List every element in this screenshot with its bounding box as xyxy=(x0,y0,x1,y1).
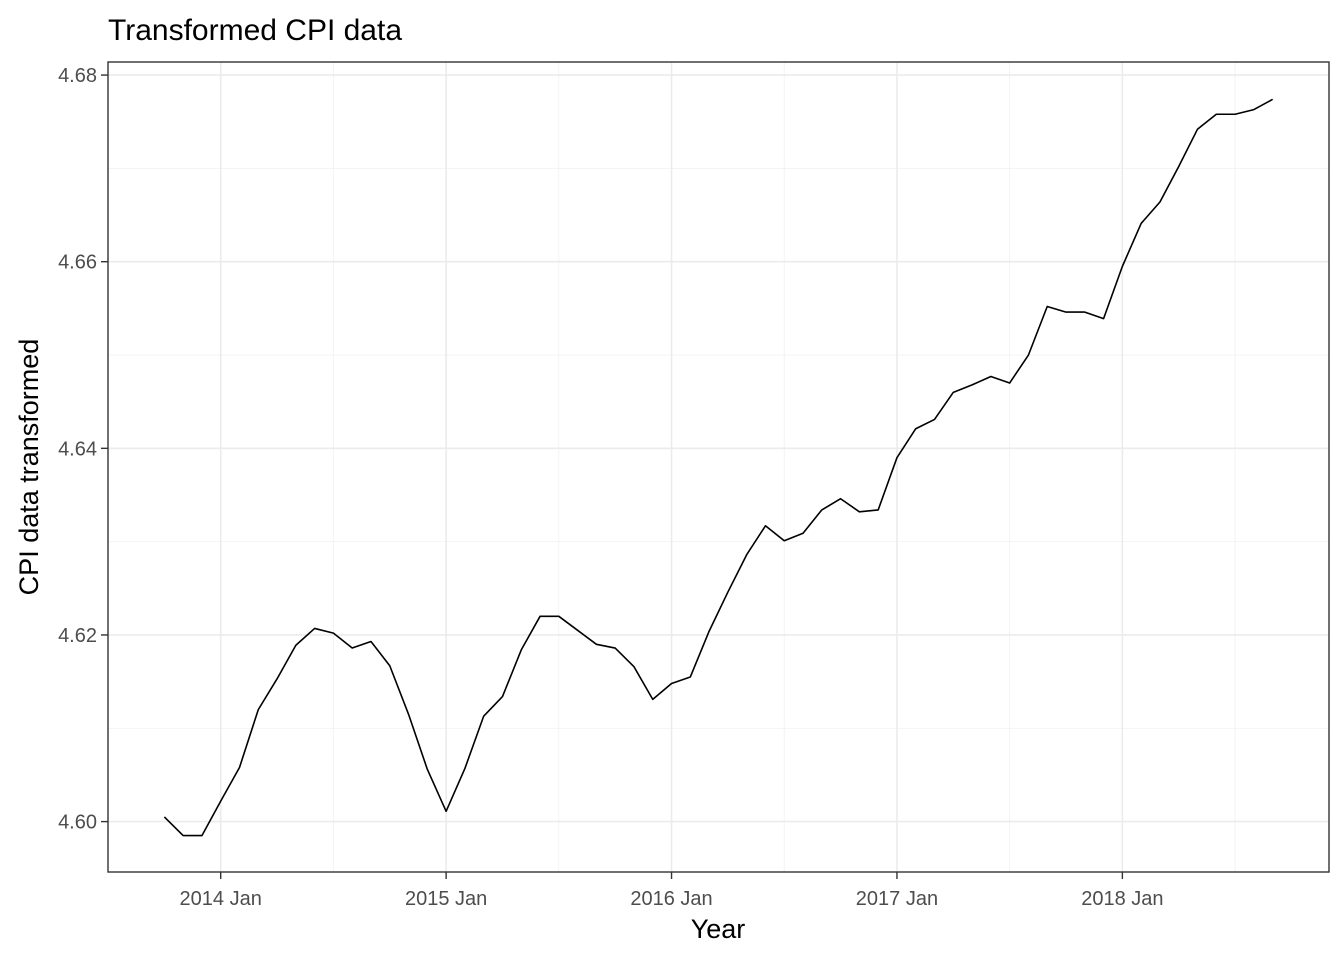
y-axis: 4.60 4.62 4.64 4.66 4.68 xyxy=(58,65,108,834)
y-tick-label: 4.60 xyxy=(58,812,97,834)
major-gridlines xyxy=(108,62,1329,872)
series-line xyxy=(163,98,1274,837)
y-tick-label: 4.68 xyxy=(58,65,97,87)
minor-gridlines xyxy=(108,62,1329,872)
y-tick-label: 4.66 xyxy=(58,252,97,274)
x-tick-label: 2017 Jan xyxy=(856,888,938,910)
x-tick-label: 2014 Jan xyxy=(180,888,262,910)
x-tick-label: 2016 Jan xyxy=(630,888,712,910)
x-axis: 2014 Jan 2015 Jan 2016 Jan 2017 Jan 2018 Jan xyxy=(180,872,1164,910)
y-tick-label: 4.64 xyxy=(58,438,97,460)
x-tick-label: 2018 Jan xyxy=(1081,888,1163,910)
x-tick-label: 2015 Jan xyxy=(405,888,487,910)
panel-border xyxy=(107,61,1330,873)
y-axis-title: CPI data transformed xyxy=(14,339,44,596)
y-tick-label: 4.62 xyxy=(58,625,97,647)
chart-title: Transformed CPI data xyxy=(108,14,402,47)
x-axis-title: Year xyxy=(691,914,746,944)
series-layer xyxy=(163,98,1274,837)
